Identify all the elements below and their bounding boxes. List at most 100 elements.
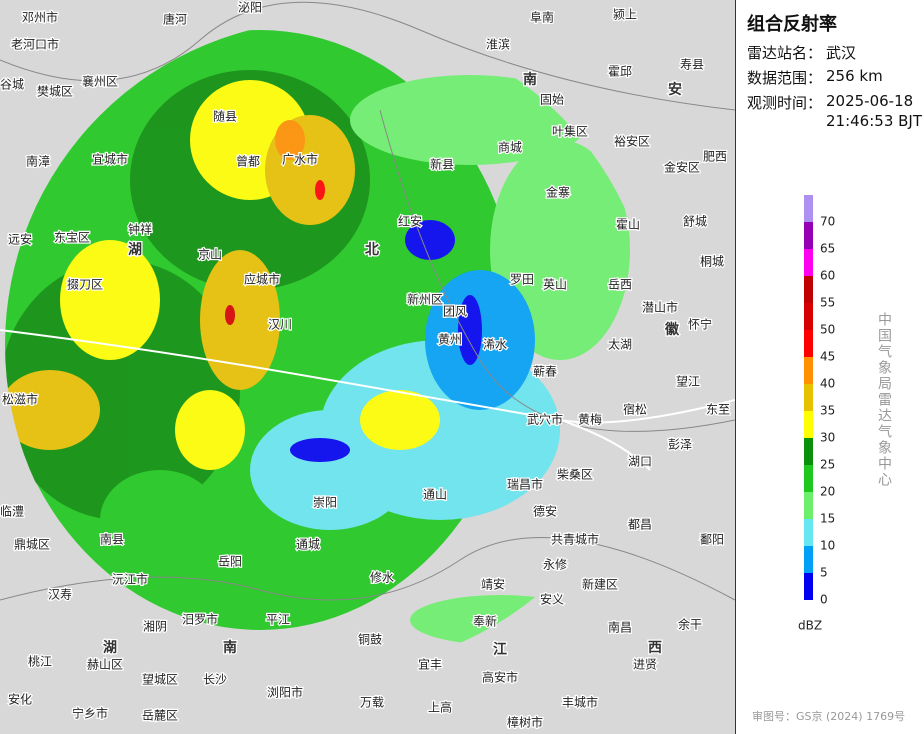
radar-echo <box>225 305 235 325</box>
station-label: 雷达站名： <box>747 44 823 62</box>
place-label: 霍山 <box>616 218 640 232</box>
radar-echo <box>275 120 305 160</box>
legend-label: 15 <box>820 512 835 526</box>
place-label: 汨罗市 <box>182 612 218 627</box>
legend-label: 50 <box>820 323 835 337</box>
place-label: 颍上 <box>613 8 637 22</box>
place-label: 沅江市 <box>112 572 148 587</box>
place-label: 潜山市 <box>642 300 678 315</box>
legend-swatch <box>804 411 813 438</box>
legend-swatch <box>804 330 813 357</box>
place-label: 泌阳 <box>238 1 262 15</box>
legend-label: 30 <box>820 431 835 445</box>
place-label: 进贤 <box>633 658 657 672</box>
range-label: 数据范围： <box>747 69 823 87</box>
region-label: 徽 <box>664 321 680 338</box>
place-label: 肥西 <box>703 150 727 164</box>
radar-echo <box>5 260 240 520</box>
approval-number: 审图号：GS京 (2024) 1769号 <box>752 710 906 723</box>
legend-swatch <box>804 519 813 546</box>
place-label: 怀宁 <box>688 317 712 332</box>
place-label: 邓州市 <box>22 10 58 25</box>
place-label: 新县 <box>430 157 454 172</box>
place-label: 湘阴 <box>143 619 167 634</box>
place-label: 鼎城区 <box>14 538 50 552</box>
legend-swatch <box>804 573 813 600</box>
place-label: 唐河 <box>163 12 187 27</box>
place-label: 靖安 <box>481 577 505 592</box>
place-label: 武穴市 <box>527 412 563 427</box>
place-label: 舒城 <box>683 215 707 229</box>
place-label: 岳西 <box>608 278 632 292</box>
legend-label: 45 <box>820 350 835 364</box>
place-label: 湖口 <box>628 454 652 469</box>
place-label: 岳麓区 <box>142 709 178 723</box>
place-label: 襄州区 <box>82 74 118 89</box>
place-label: 掇刀区 <box>67 278 103 292</box>
radar-echo <box>5 370 100 450</box>
legend-unit: dBZ <box>798 619 822 633</box>
legend-swatch <box>804 195 813 222</box>
place-label: 宁乡市 <box>72 706 108 721</box>
place-label: 老河口市 <box>11 37 59 52</box>
place-label: 共青城市 <box>551 532 599 547</box>
place-label: 汉寿 <box>48 588 72 602</box>
place-label: 岳阳 <box>218 555 242 569</box>
place-label: 金寨 <box>546 185 570 200</box>
place-label: 都昌 <box>628 518 652 532</box>
place-label: 淮滨 <box>486 37 510 52</box>
place-label: 黄州 <box>438 333 462 347</box>
place-label: 南昌 <box>608 620 632 635</box>
credit: 中国气象局雷达气象中心 <box>876 312 892 488</box>
place-label: 宜城市 <box>92 152 128 167</box>
place-label: 赫山区 <box>87 658 123 672</box>
region-label: 湖 <box>103 640 117 656</box>
place-label: 南县 <box>100 532 124 547</box>
place-label: 蕲春 <box>533 365 557 379</box>
place-label: 应城市 <box>244 272 280 287</box>
place-label: 阜南 <box>530 10 554 25</box>
place-label: 桐城 <box>700 255 724 269</box>
place-label: 金安区 <box>664 160 700 175</box>
place-label: 团风 <box>443 305 467 319</box>
place-label: 固始 <box>540 93 564 107</box>
place-label: 曾都 <box>236 155 260 169</box>
place-label: 柴桑区 <box>557 468 593 482</box>
place-label: 奉新 <box>473 614 497 629</box>
radar-echo <box>200 250 280 390</box>
radar-echo <box>290 438 350 462</box>
legend-label: 0 <box>820 593 828 607</box>
place-label: 南漳 <box>26 154 50 169</box>
place-label: 钟祥 <box>128 222 152 237</box>
date: 2025-06-18 <box>826 92 914 110</box>
place-label: 浏阳市 <box>267 685 303 700</box>
place-label: 樊城区 <box>37 85 73 99</box>
range: 256 km <box>826 67 883 85</box>
place-label: 铜鼓 <box>358 632 382 647</box>
place-label: 临澧 <box>0 505 24 519</box>
legend-swatch <box>804 438 813 465</box>
legend-swatch <box>804 357 813 384</box>
place-label: 永修 <box>543 557 567 572</box>
place-label: 修水 <box>370 570 394 585</box>
region-label: 西 <box>648 640 662 656</box>
place-label: 谷城 <box>0 78 24 92</box>
legend-label: 10 <box>820 539 835 553</box>
legend-swatch <box>804 249 813 276</box>
place-label: 太湖 <box>608 337 632 352</box>
place-label: 商城 <box>498 140 522 155</box>
place-label: 丰城市 <box>562 695 598 710</box>
place-label: 崇阳 <box>313 496 337 510</box>
place-label: 望江 <box>676 375 700 389</box>
place-label: 平江 <box>266 613 290 627</box>
place-label: 高安市 <box>482 670 518 685</box>
place-label: 松滋市 <box>2 392 38 407</box>
legend-label: 25 <box>820 458 835 472</box>
place-label: 鄱阳 <box>700 533 724 547</box>
place-label: 新建区 <box>582 577 618 592</box>
place-label: 桃江 <box>28 654 52 669</box>
place-label: 通山 <box>423 488 447 502</box>
place-label: 京山 <box>198 248 222 262</box>
place-label: 德安 <box>533 504 557 519</box>
radar-echo <box>175 390 245 470</box>
